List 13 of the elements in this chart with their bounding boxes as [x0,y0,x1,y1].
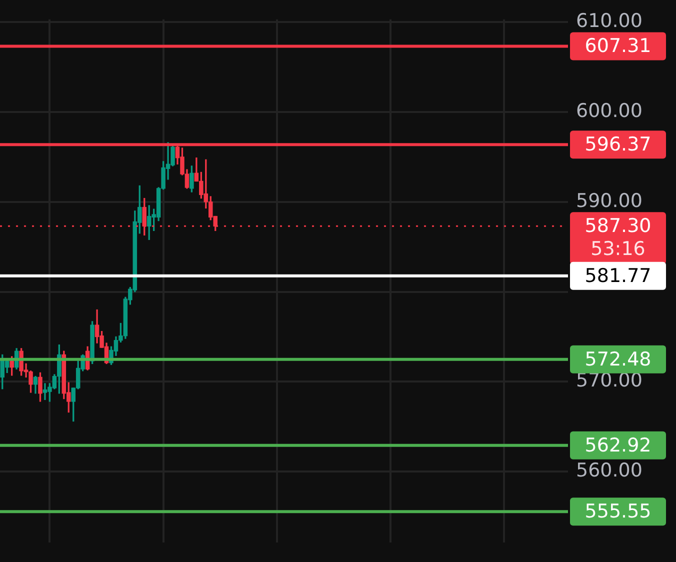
ref-line-label: 587.30 [584,215,652,238]
y-tick-label: 570.00 [576,370,642,392]
ref-line-label: 555.55 [584,500,652,523]
ref-line-label: 562.92 [584,434,652,456]
y-tick-label: 610.00 [576,10,642,32]
ref-line-label: 581.77 [584,264,652,287]
text: 53:16 [590,238,646,260]
ref-line-label: 607.31 [584,35,652,58]
y-tick-label: 600.00 [576,100,642,122]
ref-line-label: 596.37 [584,134,652,156]
y-tick-label: 590.00 [576,190,642,212]
ref-line-label: 572.48 [584,348,652,370]
y-tick-label: 560.00 [576,460,642,482]
